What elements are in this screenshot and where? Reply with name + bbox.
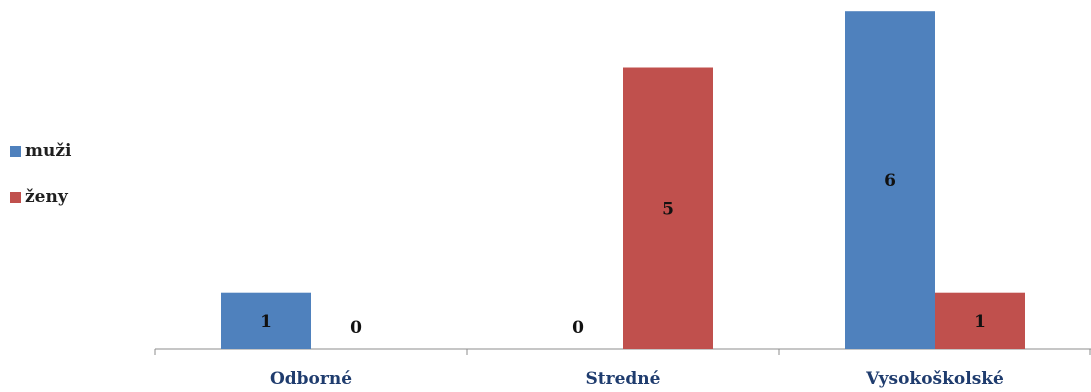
x-tick-label: Vysokoškolské	[865, 369, 1004, 389]
x-tick-label: Stredné	[586, 369, 661, 389]
chart-legend: muži ženy	[10, 140, 71, 232]
bar-muzi	[845, 11, 935, 349]
legend-item-muzi: muži	[10, 140, 71, 162]
labels-layer: Odborné 1 0 Stredné 0 5 Vysokoškolské 6 1	[260, 171, 1004, 389]
data-label: 1	[974, 312, 986, 332]
legend-swatch-zeny	[10, 191, 21, 203]
legend-swatch-muzi	[10, 145, 21, 157]
x-tick-label: Odborné	[270, 369, 352, 389]
legend-label-muzi: muži	[25, 140, 72, 161]
data-label: 1	[260, 312, 272, 332]
bar-zeny	[935, 292, 1025, 349]
bar-muzi	[221, 292, 311, 349]
bars-layer	[221, 11, 1025, 349]
data-label: 0	[350, 318, 362, 338]
data-label: 0	[572, 318, 584, 338]
data-label: 6	[884, 171, 896, 191]
bar-zeny	[623, 67, 713, 349]
legend-item-zeny: ženy	[10, 186, 71, 208]
data-label: 5	[662, 199, 674, 219]
axis-layer	[154, 348, 1091, 355]
legend-label-zeny: ženy	[25, 186, 68, 207]
